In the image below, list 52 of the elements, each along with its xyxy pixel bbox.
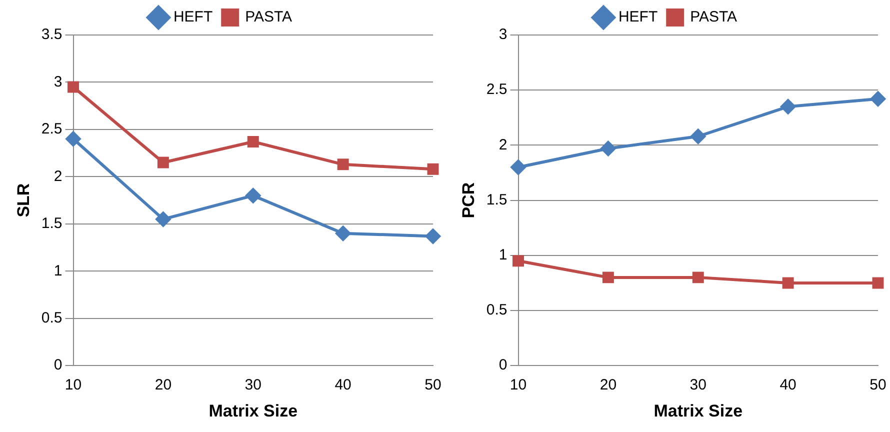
- y-tick-label: 2.5: [486, 81, 508, 98]
- point: [692, 272, 704, 284]
- point: [510, 160, 526, 175]
- y-tick-label: 3.5: [41, 26, 62, 44]
- x-tick-label: 40: [334, 376, 352, 394]
- legend-label: PASTA: [245, 8, 292, 26]
- x-tick-label: 30: [244, 376, 262, 394]
- y-tick-label: 2: [498, 136, 508, 154]
- y-tick-label: 3: [498, 26, 508, 44]
- point: [336, 226, 351, 241]
- y-axis-title: SLR: [14, 183, 33, 218]
- x-tick-label: 30: [690, 376, 706, 394]
- y-tick-label: 1: [54, 262, 62, 280]
- legend-label: HEFT: [173, 8, 213, 26]
- point: [780, 99, 796, 114]
- x-tick-label: 10: [64, 376, 82, 394]
- point: [600, 141, 616, 156]
- point: [68, 81, 79, 93]
- point: [427, 163, 439, 175]
- point: [157, 156, 169, 168]
- y-tick-label: 0.5: [41, 310, 62, 327]
- y-tick-label: 0.5: [486, 302, 508, 319]
- point: [512, 255, 524, 267]
- x-tick-label: 40: [780, 376, 796, 394]
- y-tick-label: 0: [54, 356, 62, 374]
- legend-label: HEFT: [618, 8, 658, 26]
- y-tick-label: 1: [498, 246, 508, 264]
- point: [872, 277, 884, 289]
- y-tick-label: 1.5: [41, 215, 62, 232]
- legend-label: PASTA: [690, 8, 738, 26]
- y-tick-label: 3: [54, 73, 62, 90]
- point: [870, 91, 886, 106]
- y-tick-label: 0: [498, 356, 508, 374]
- point: [602, 272, 614, 284]
- point: [247, 136, 259, 148]
- x-tick-label: 50: [870, 376, 886, 394]
- y-axis-title: PCR: [458, 182, 478, 218]
- point: [156, 212, 171, 227]
- y-tick-label: 2: [54, 168, 62, 185]
- point: [246, 188, 261, 204]
- point: [337, 158, 349, 170]
- point: [782, 277, 794, 289]
- x-axis-title: Matrix Size: [654, 401, 743, 420]
- y-tick-label: 2.5: [41, 120, 62, 138]
- x-tick-label: 20: [154, 376, 172, 394]
- point: [690, 128, 706, 144]
- x-tick-label: 10: [510, 376, 527, 394]
- point: [426, 228, 440, 244]
- x-axis-title: Matrix Size: [208, 401, 298, 420]
- x-tick-label: 50: [424, 376, 442, 394]
- x-tick-label: 20: [600, 376, 617, 394]
- y-tick-label: 1.5: [486, 191, 508, 208]
